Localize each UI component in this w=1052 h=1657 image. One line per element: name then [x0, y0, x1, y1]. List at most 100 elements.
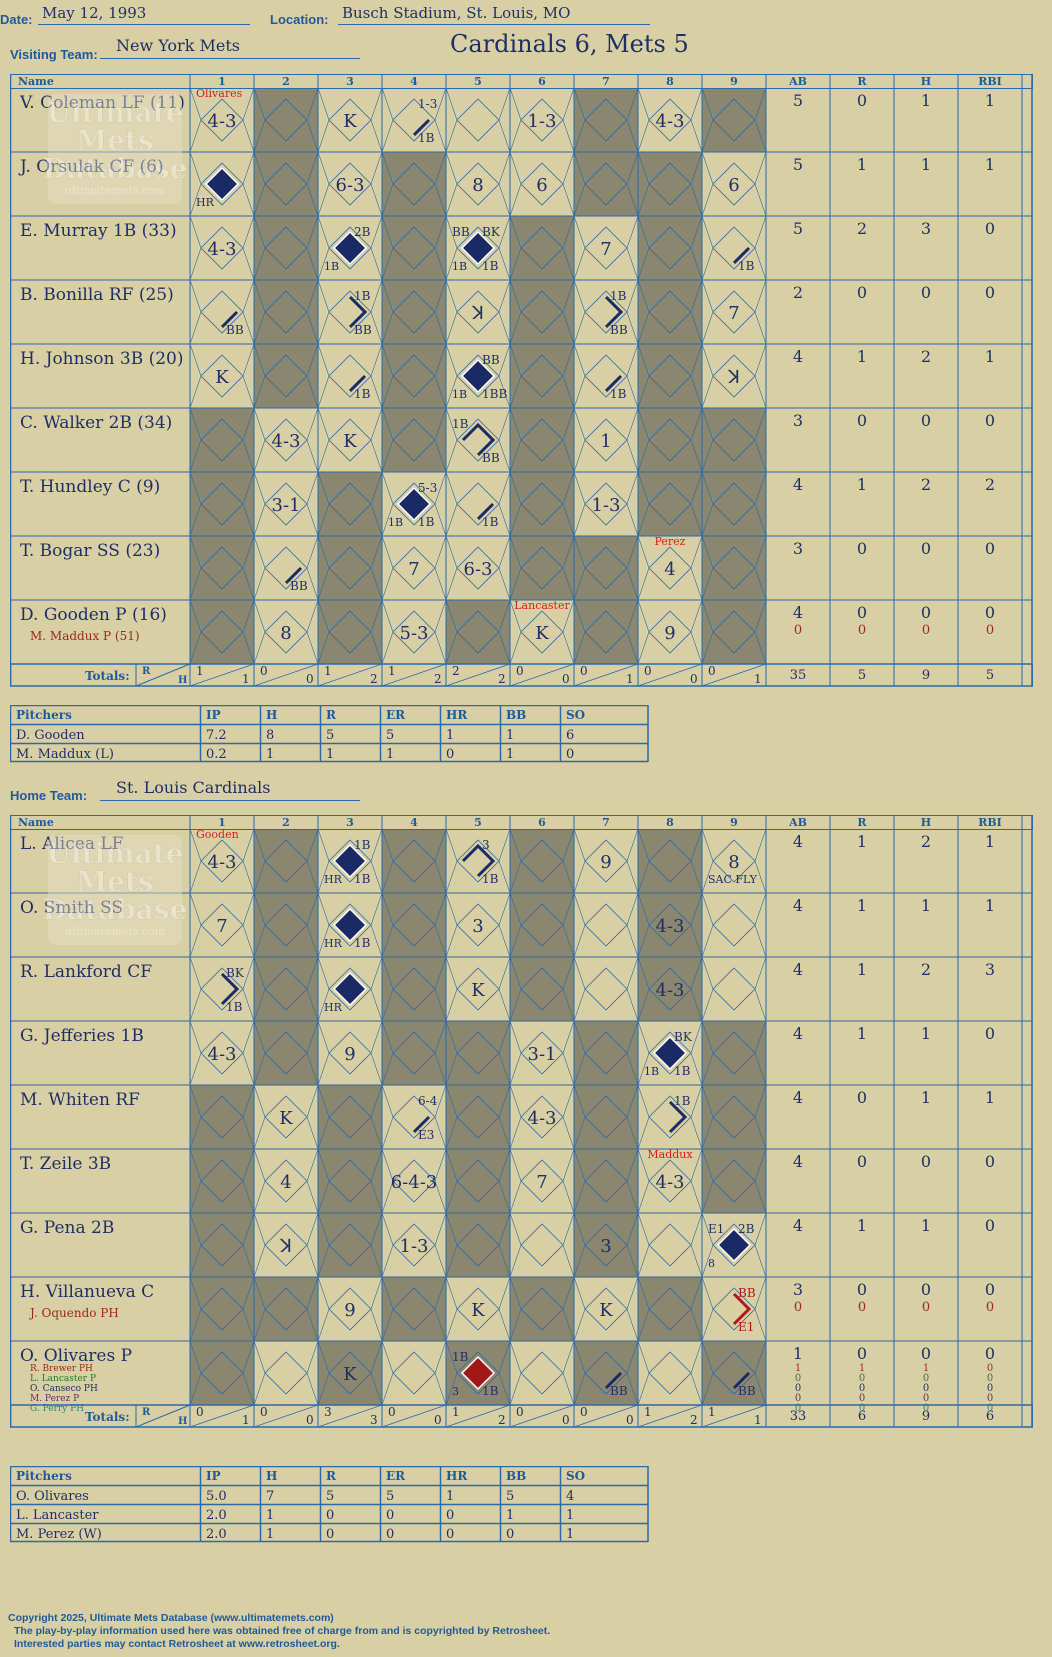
player-stat: 1 — [985, 347, 995, 366]
pitching-change: Perez — [655, 535, 686, 548]
cell-guide — [306, 183, 319, 217]
cell-guide — [434, 1244, 447, 1278]
cell-guide — [701, 1244, 714, 1278]
cell-guide — [573, 1308, 586, 1342]
cell-guide — [690, 279, 703, 313]
play-result: K — [471, 1300, 485, 1321]
cell-guide — [189, 119, 202, 153]
cell-guide — [242, 892, 255, 926]
cell-guide — [445, 279, 458, 313]
player-name: G. Pena 2B — [20, 1218, 114, 1238]
cell-guide — [690, 924, 703, 958]
watermark-url: ultimatemets.com — [65, 925, 166, 938]
player-stat: 0 — [921, 411, 931, 430]
play-note: 1B — [452, 1350, 469, 1364]
cell-guide — [637, 1276, 650, 1310]
cell-guide — [701, 1276, 714, 1310]
shaded-cell — [254, 1021, 318, 1085]
shaded-cell — [254, 1277, 318, 1341]
cell-guide — [253, 247, 266, 281]
inning-total-slash — [317, 663, 383, 687]
pitcher-stat: 1 — [566, 1527, 574, 1542]
cell-guide — [573, 183, 586, 217]
cell-guide — [498, 599, 511, 633]
player-stat: 0 — [921, 1344, 931, 1363]
cell-guide — [637, 215, 650, 249]
base-diamond — [264, 1223, 308, 1267]
watermark-text: Mets — [76, 865, 154, 898]
cell-guide — [306, 988, 319, 1022]
player-name: L. Alicea LF — [20, 834, 124, 854]
cell-guide — [317, 567, 330, 601]
cell-guide — [754, 1372, 767, 1406]
cell-guide — [562, 860, 575, 894]
pitcher-stat: 0 — [386, 1527, 394, 1542]
play-result: 3-1 — [528, 1044, 557, 1065]
cell-guide — [701, 1116, 714, 1150]
watermark-text: Database — [43, 893, 188, 926]
cell-guide — [562, 119, 575, 153]
cell-guide — [306, 1084, 319, 1118]
cell-guide — [690, 892, 703, 926]
hits-key: H — [178, 1416, 187, 1427]
cell-guide — [242, 631, 255, 665]
player-stat: 1 — [921, 1216, 931, 1235]
player-name: H. Johnson 3B (20) — [20, 349, 184, 369]
cell-guide — [370, 215, 383, 249]
cell-guide — [445, 988, 458, 1022]
stat-header: AB — [788, 816, 807, 829]
play-result: 4-3 — [528, 1108, 557, 1129]
play-note: 1B — [738, 259, 755, 273]
inning-total-slash — [189, 663, 255, 687]
player-stat: 1 — [985, 91, 995, 110]
cell-guide — [498, 343, 511, 377]
shaded-cell — [382, 216, 446, 280]
cell-guide — [317, 247, 330, 281]
substitute-stat: 0 — [923, 1393, 929, 1404]
play-note: HR — [324, 937, 343, 950]
substitute-stat: 0 — [922, 623, 930, 638]
play-result: 8 — [280, 623, 291, 644]
base-diamond — [584, 546, 628, 590]
substitute-stat: 0 — [859, 1393, 865, 1404]
cell-guide — [509, 828, 522, 862]
cell-guide — [690, 503, 703, 537]
player-stat: 0 — [985, 219, 995, 238]
base-diamond — [648, 162, 692, 206]
cell-guide — [690, 375, 703, 409]
cell-guide — [381, 1244, 394, 1278]
cell-guide — [701, 988, 714, 1022]
cell-guide — [370, 1308, 383, 1342]
cell-guide — [253, 407, 266, 441]
cell-guide — [509, 1244, 522, 1278]
cell-guide — [445, 247, 458, 281]
cell-guide — [754, 247, 767, 281]
cell-guide — [637, 1212, 650, 1246]
cell-guide — [637, 503, 650, 537]
cell-guide — [754, 988, 767, 1022]
cell-guide — [253, 1340, 266, 1374]
basepath — [284, 566, 303, 585]
base-diamond — [456, 903, 500, 947]
totals-slash — [135, 663, 191, 687]
inning-total-slash — [381, 663, 447, 687]
cell-guide — [306, 1148, 319, 1182]
play-result: 5-3 — [400, 623, 429, 644]
cell-guide — [637, 279, 650, 313]
cell-guide — [637, 343, 650, 377]
run-scored-diamond — [332, 907, 368, 943]
cell-guide — [370, 892, 383, 926]
base-diamond — [712, 1159, 756, 1203]
play-note: 1B — [482, 259, 499, 273]
shaded-cell — [638, 344, 702, 408]
cell-guide — [562, 1244, 575, 1278]
base-diamond — [520, 1287, 564, 1331]
play-result: 9 — [600, 852, 611, 873]
cell-guide — [498, 375, 511, 409]
cell-guide — [381, 956, 394, 990]
base-diamond — [200, 1095, 244, 1139]
basepath — [220, 972, 240, 1006]
base-diamond — [328, 290, 372, 334]
cell-guide — [317, 471, 330, 505]
